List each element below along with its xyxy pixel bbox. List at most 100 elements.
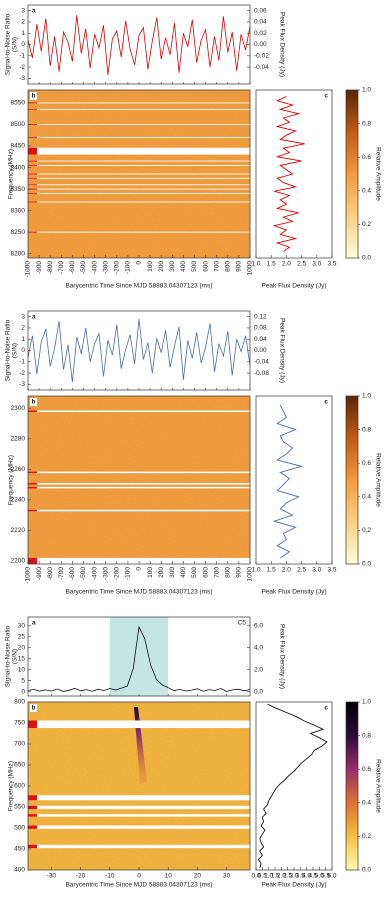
y2-axis-label: Peak Flux Density (Jy)	[278, 318, 285, 383]
x-tick-label: 30	[223, 873, 231, 880]
x-tick-label: -100	[125, 567, 132, 580]
y2-tick-label: 0.04	[254, 19, 267, 26]
colorbar-tick-label: 0.6	[362, 154, 371, 161]
flagged-marker	[28, 177, 37, 179]
x-tick-label: 900	[236, 567, 243, 578]
y-tick-label: 500	[14, 825, 25, 832]
flagged-channel	[28, 471, 250, 474]
flagged-marker	[28, 805, 37, 810]
y2-tick-label: 0.02	[254, 30, 267, 37]
flagged-marker	[28, 509, 37, 512]
flagged-marker	[28, 188, 37, 190]
x-tick-label: 400	[180, 567, 187, 578]
panel-frame	[27, 310, 251, 391]
x-tick-label: 100	[147, 261, 154, 272]
panel-letter: a	[32, 620, 36, 627]
flagged-channel	[28, 805, 250, 810]
y-tick-label: 1	[21, 336, 25, 343]
dynamic-spectrum-noise	[28, 396, 250, 564]
x-tick-label: 1.0	[264, 873, 273, 880]
x-tick-label: -600	[69, 261, 76, 274]
flagged-channel	[28, 192, 250, 194]
y-tick-label: -1	[19, 359, 25, 366]
y-axis-label: Frequency (MHz)	[8, 455, 15, 505]
colorbar-tick-label: 0.4	[362, 800, 371, 807]
y-tick-label: 650	[14, 762, 25, 769]
y2-tick-label: 0.08	[254, 325, 267, 332]
letter-bg	[30, 92, 37, 100]
x-tick-label: -700	[58, 567, 65, 580]
x-tick-label: 1.5	[270, 873, 279, 880]
y-tick-label: 0	[21, 41, 25, 48]
y-tick-label: 8300	[11, 207, 26, 214]
flagged-marker	[28, 164, 37, 166]
panel-frame	[255, 89, 333, 259]
y-tick-label: 10	[18, 666, 26, 673]
colorbar-tick-label: 1.0	[362, 393, 371, 400]
colorbar	[345, 395, 359, 565]
y-tick-label: 5	[21, 677, 25, 684]
y2-tick-label: -0.04	[254, 359, 269, 366]
x-tick-label: -500	[80, 567, 87, 580]
y-tick-label: 8400	[11, 164, 26, 171]
x-tick-label: -100	[125, 261, 132, 274]
flagged-marker	[28, 147, 37, 155]
x-tick-label: 400	[180, 261, 187, 272]
y2-axis-label: Peak Flux Density (Jy)	[278, 12, 285, 77]
y2-tick-label: 0.12	[254, 313, 267, 320]
flagged-marker	[28, 844, 37, 849]
y-tick-label: 15	[18, 655, 26, 662]
colorbar-tick-label: 0.0	[362, 867, 371, 874]
flagged-marker	[28, 201, 37, 203]
y-tick-label: 600	[14, 783, 25, 790]
y2-tick-label: 0.00	[254, 347, 267, 354]
flagged-channel	[28, 844, 250, 849]
y-tick-label: 800	[14, 699, 25, 706]
y-tick-label: 3	[21, 313, 25, 320]
x-tick-label: -900	[36, 261, 43, 274]
colorbar-tick-label: 0.4	[362, 188, 371, 195]
flagged-marker	[28, 720, 37, 729]
colorbar-tick-label: 0.0	[362, 255, 371, 262]
x-tick-label: -400	[91, 261, 98, 274]
x-axis-label: Barycentric Time Since MJD 58883.0430712…	[65, 589, 212, 596]
x-tick-label: -1000	[25, 567, 32, 584]
x-tick-label: 1.5	[267, 261, 276, 268]
x-tick-label: 200	[158, 567, 165, 578]
x-tick-label: 4.0	[302, 873, 311, 880]
flagged-channel	[28, 136, 250, 138]
flagged-channel	[28, 720, 250, 729]
y-tick-label: 0	[21, 688, 25, 695]
flagged-channel	[28, 201, 250, 203]
x-tick-label: -200	[114, 567, 121, 580]
x-tick-label: 0	[137, 873, 141, 880]
x-tick-label: 900	[236, 261, 243, 272]
flagged-marker	[28, 410, 37, 413]
colorbar-tick-label: 0.8	[362, 426, 371, 433]
y-tick-label: 400	[14, 867, 25, 874]
colorbar-tick-label: 0.8	[362, 732, 371, 739]
x-tick-label: 0.0	[251, 873, 260, 880]
flagged-channel	[28, 557, 250, 564]
x-tick-label: -10	[105, 873, 115, 880]
flagged-channel	[28, 173, 250, 175]
panel-frame	[255, 395, 333, 565]
x-tick-label: 1.0	[251, 261, 260, 268]
y-tick-label: -3	[19, 75, 25, 82]
x-tick-label: 2.5	[283, 873, 292, 880]
flagged-channel	[28, 410, 250, 413]
y-axis-label: Signal-to-Noise Ratio	[5, 625, 12, 687]
panel-letter: b	[32, 399, 36, 406]
flagged-marker	[28, 231, 37, 233]
x-tick-label: 0	[136, 261, 143, 265]
spectrum-line	[272, 404, 304, 559]
flagged-marker	[28, 471, 37, 474]
colorbar-label: Relative Amplitude	[374, 453, 381, 507]
y-tick-label: 0	[21, 347, 25, 354]
colorbar	[345, 89, 359, 259]
panel-letter: a	[32, 314, 36, 321]
x-tick-label: 0.5	[258, 873, 267, 880]
colorbar-tick-label: 0.0	[362, 561, 371, 568]
